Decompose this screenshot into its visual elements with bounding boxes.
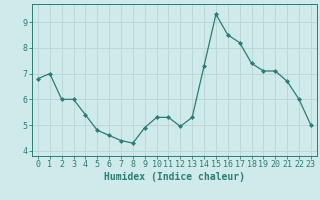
X-axis label: Humidex (Indice chaleur): Humidex (Indice chaleur) <box>104 172 245 182</box>
